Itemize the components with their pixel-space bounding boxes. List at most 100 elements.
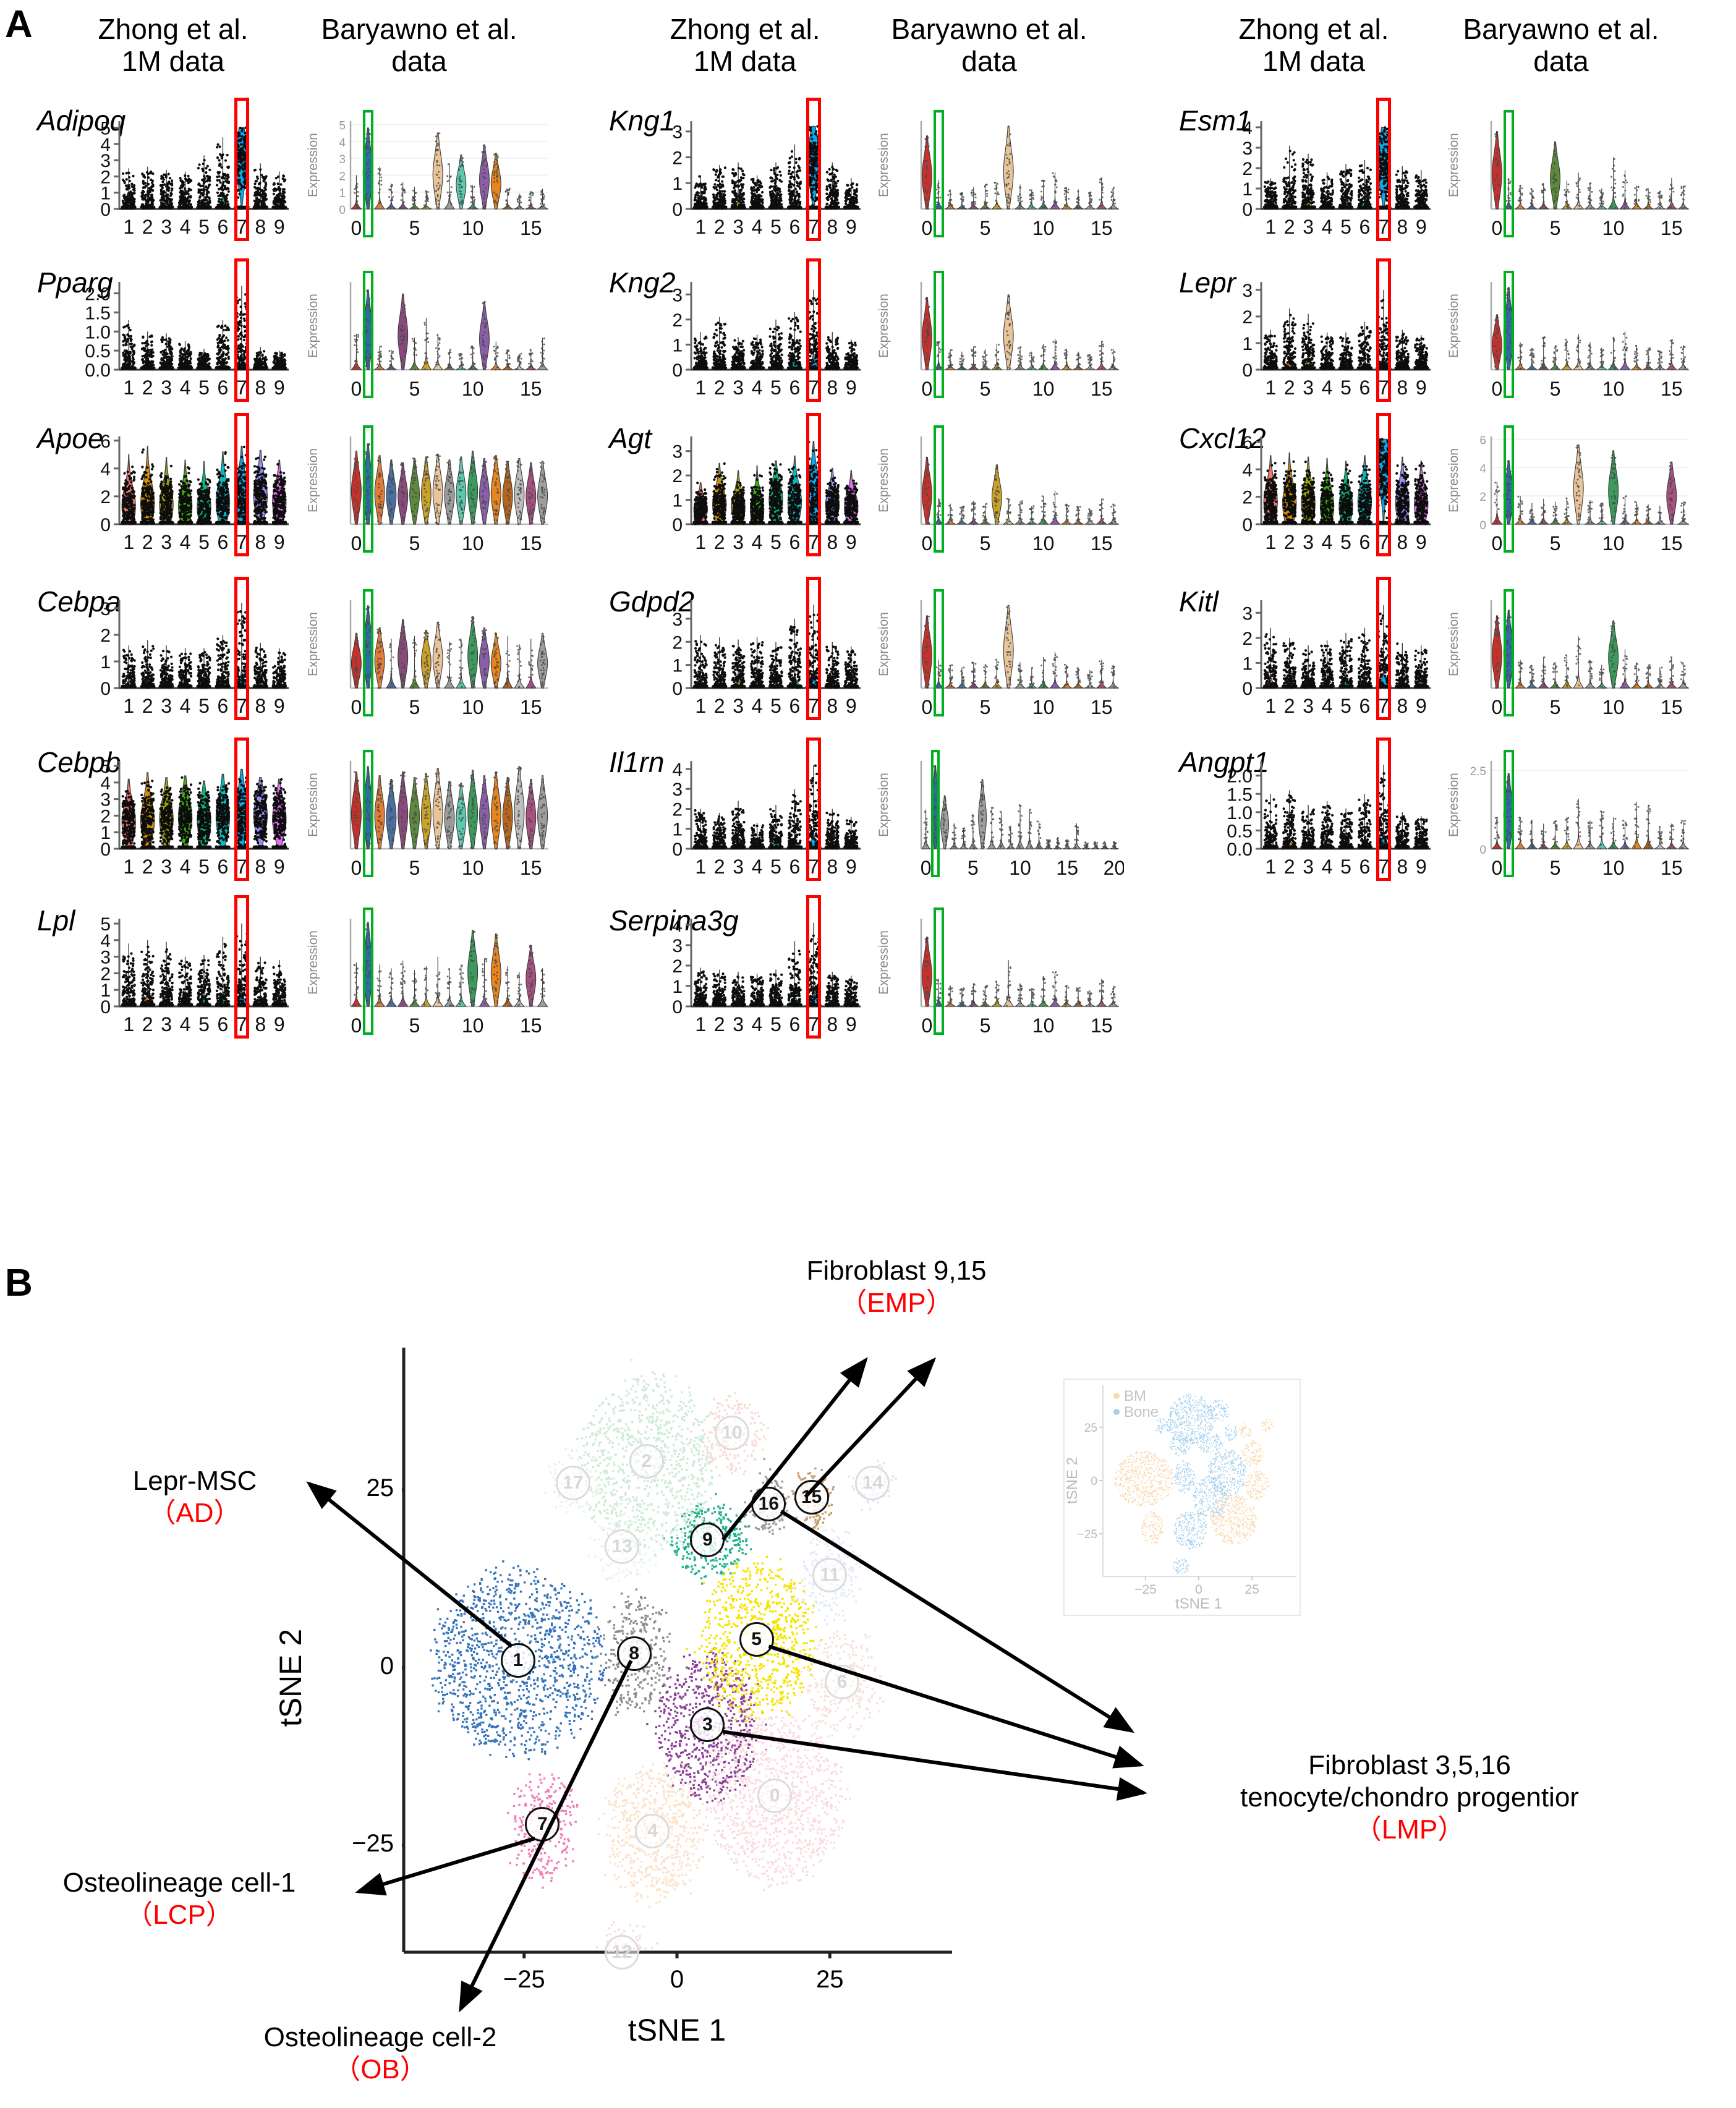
svg-text:8: 8 [255,216,266,238]
tsne-xtick--25: −25 [487,1966,561,1994]
svg-text:0.0: 0.0 [85,360,111,381]
column-header-4: Baryawno et al. data [875,14,1104,77]
svg-text:10: 10 [462,378,484,400]
svg-text:Expression: Expression [306,294,320,358]
annotation-fibroblast-3-5-16: Fibroblast 3,5,16 tenocyte/chondro proge… [1131,1749,1688,1846]
tsne-ytick-0: 0 [337,1652,394,1680]
cluster-badge-12[interactable]: 12 [605,1935,639,1970]
svg-text:2.0: 2.0 [85,284,111,305]
svg-text:4: 4 [100,459,111,480]
cluster-badge-17[interactable]: 17 [556,1466,590,1500]
column-header-1: Zhong et al. 1M data [71,14,275,77]
gene-label-lpl: Lpl [37,904,75,937]
cluster-badge-13[interactable]: 13 [605,1529,639,1564]
svg-text:0: 0 [100,515,111,535]
svg-text:5: 5 [100,119,111,139]
svg-text:0: 0 [351,378,362,400]
inset-legend-bone: Bone [1124,1404,1159,1421]
svg-text:5: 5 [198,376,210,399]
panel-a-letter: A [5,2,33,46]
svg-text:6: 6 [218,216,229,238]
column-header-2: Baryawno et al. data [305,14,534,77]
tsne-xtick-0: 0 [640,1966,714,1994]
cluster-badge-11[interactable]: 11 [812,1558,847,1592]
svg-text:9: 9 [274,376,285,399]
svg-text:4: 4 [180,376,191,399]
svg-text:10: 10 [462,217,484,239]
cluster-badge-1[interactable]: 1 [501,1643,535,1678]
column-header-6: Baryawno et al. data [1447,14,1675,77]
svg-text:9: 9 [274,216,285,238]
svg-text:7: 7 [236,376,247,399]
svg-text:Expression: Expression [306,133,320,197]
annotation-osteolineage-1: Osteolineage cell-1 （LCP） [6,1867,352,1931]
svg-text:2: 2 [142,216,153,238]
annotation-osteolineage-2: Osteolineage cell-2 （OB） [204,2021,556,2086]
svg-text:2: 2 [142,376,153,399]
svg-text:2: 2 [100,487,111,508]
svg-text:6: 6 [100,433,111,452]
cluster-badge-5[interactable]: 5 [739,1622,774,1657]
svg-text:2: 2 [339,170,346,183]
svg-text:3: 3 [339,153,346,166]
svg-text:1: 1 [339,187,346,200]
cluster-badge-10[interactable]: 10 [715,1416,749,1450]
annotation-fibroblast-9-15: Fibroblast 9,15 （EMP） [692,1255,1100,1319]
svg-text:1.0: 1.0 [85,322,111,342]
cluster-badge-0[interactable]: 0 [757,1779,792,1813]
cluster-badge-7[interactable]: 7 [525,1807,560,1842]
tsne-yaxis-title: tSNE 2 [273,1585,308,1770]
cluster-badge-9[interactable]: 9 [690,1523,725,1557]
tsne-ytick--25: −25 [337,1830,394,1858]
cluster-badge-2[interactable]: 2 [629,1444,664,1479]
cluster-badge-15[interactable]: 15 [794,1480,829,1515]
tsne-ytick-25: 25 [337,1474,394,1502]
cluster-badge-3[interactable]: 3 [690,1707,725,1742]
svg-text:1.5: 1.5 [85,303,111,323]
svg-text:5: 5 [339,119,346,132]
tsne-scatter-main[interactable] [402,1348,952,2012]
svg-text:5: 5 [198,216,210,238]
svg-text:6: 6 [218,376,229,399]
svg-text:4: 4 [339,137,346,150]
cluster-badge-6[interactable]: 6 [825,1665,859,1699]
cluster-badge-8[interactable]: 8 [617,1636,652,1671]
svg-text:15: 15 [520,217,542,239]
svg-text:8: 8 [255,376,266,399]
svg-text:3: 3 [161,216,172,238]
inset-legend-bm: BM [1124,1388,1146,1405]
svg-text:0.5: 0.5 [85,341,111,362]
tsne-xtick-25: 25 [793,1966,867,1994]
svg-text:5: 5 [409,217,420,239]
cluster-badge-14[interactable]: 14 [855,1466,890,1500]
